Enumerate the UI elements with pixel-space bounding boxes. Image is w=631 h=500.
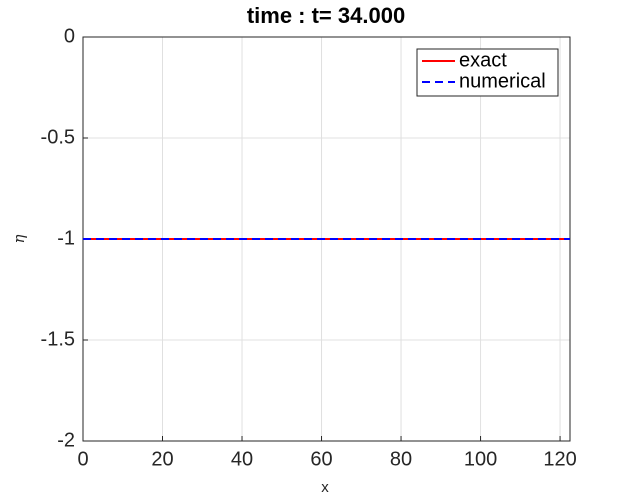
y-tick-label: -2 <box>57 429 75 451</box>
x-tick-label: 20 <box>151 448 173 470</box>
x-tick-label: 80 <box>390 448 412 470</box>
x-tick-label: 100 <box>464 448 497 470</box>
x-tick-label: 120 <box>543 448 576 470</box>
y-tick-label: -1 <box>57 227 75 249</box>
y-tick-label: -1.5 <box>41 328 75 350</box>
x-tick-label: 60 <box>310 448 332 470</box>
y-tick-label: -0.5 <box>41 126 75 148</box>
x-axis-label: x <box>321 479 329 496</box>
x-tick-label: 0 <box>77 448 88 470</box>
x-tick-label: 40 <box>231 448 253 470</box>
y-axis-label: η <box>10 235 28 244</box>
legend-label: exact <box>459 49 507 71</box>
legend-box <box>416 48 559 97</box>
y-tick-label: 0 <box>64 25 75 47</box>
chart-title: time : t= 34.000 <box>247 3 405 28</box>
legend-label: numerical <box>459 70 546 92</box>
